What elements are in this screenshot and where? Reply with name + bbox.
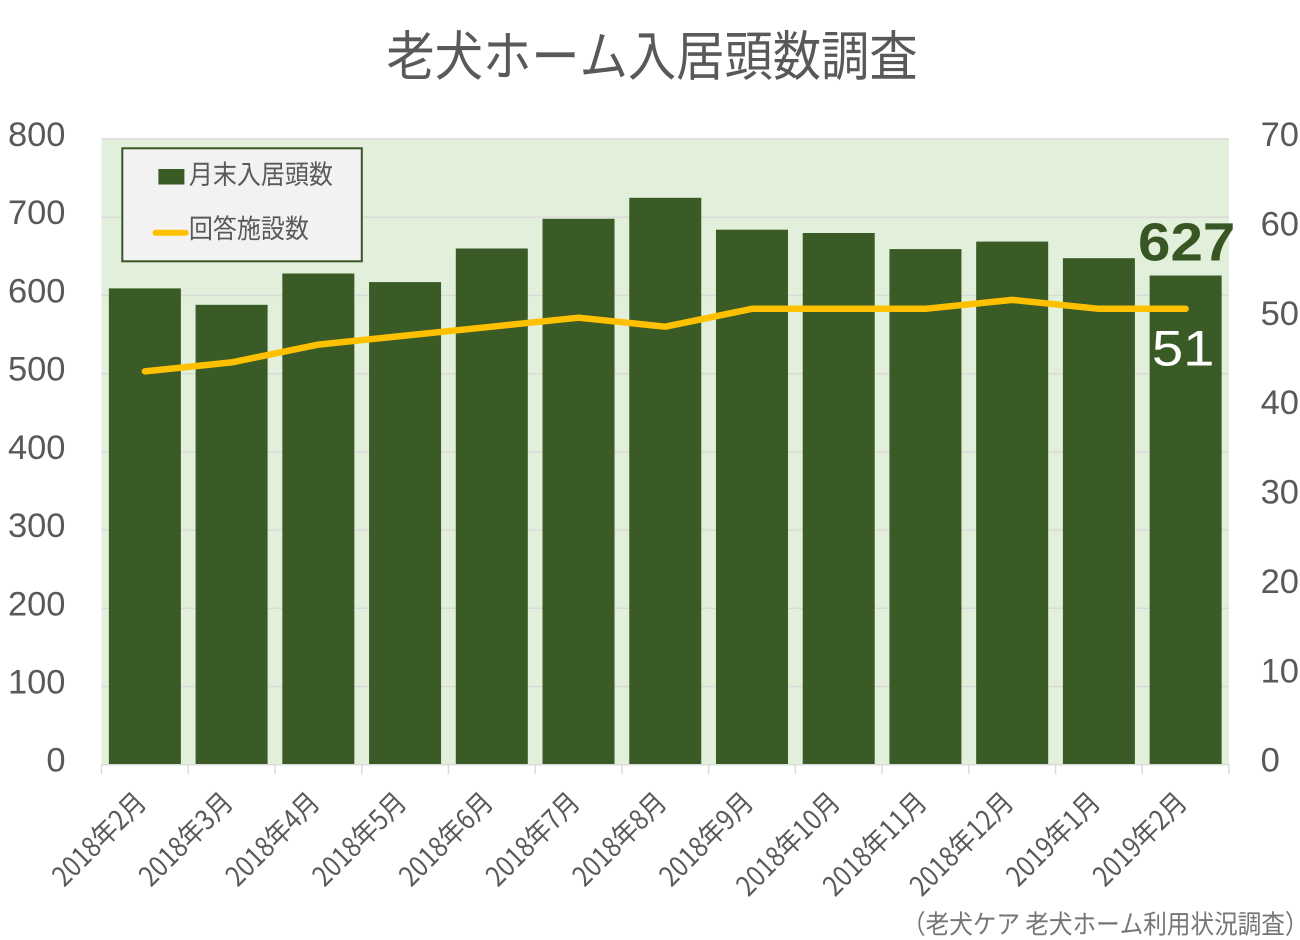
svg-text:300: 300 — [8, 507, 66, 545]
svg-text:20: 20 — [1261, 563, 1299, 601]
svg-text:51: 51 — [1152, 321, 1215, 377]
svg-text:800: 800 — [8, 116, 66, 154]
svg-text:0: 0 — [46, 742, 65, 780]
svg-text:60: 60 — [1261, 205, 1299, 243]
svg-text:627: 627 — [1138, 211, 1235, 272]
svg-text:400: 400 — [8, 429, 66, 467]
svg-text:10: 10 — [1261, 652, 1299, 690]
svg-text:500: 500 — [8, 351, 66, 389]
svg-text:50: 50 — [1261, 295, 1299, 333]
svg-text:70: 70 — [1261, 116, 1299, 154]
svg-text:100: 100 — [8, 664, 66, 702]
svg-text:200: 200 — [8, 585, 66, 623]
svg-text:600: 600 — [8, 272, 66, 310]
svg-text:700: 700 — [8, 194, 66, 232]
svg-text:30: 30 — [1261, 474, 1299, 512]
svg-text:40: 40 — [1261, 384, 1299, 422]
svg-text:0: 0 — [1261, 742, 1280, 780]
